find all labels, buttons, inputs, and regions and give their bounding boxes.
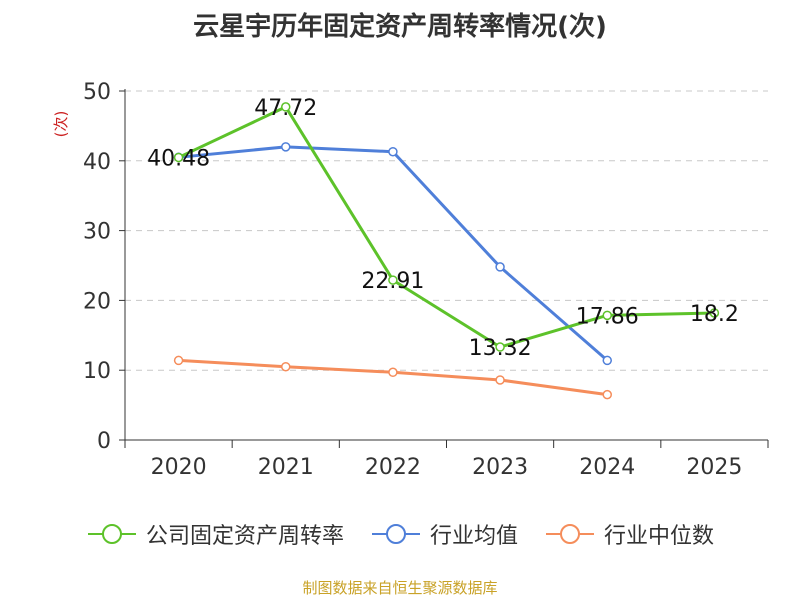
legend-marker-company	[87, 524, 136, 544]
data-label: 22.91	[361, 269, 424, 294]
y-tick-label: 10	[83, 359, 111, 384]
y-tick-label: 20	[83, 289, 111, 314]
data-point	[495, 375, 505, 385]
x-tick-label: 2023	[472, 455, 528, 480]
data-labels: 40.48 47.72 22.91 13.32 17.86 18.2	[147, 96, 739, 361]
data-point	[281, 361, 291, 372]
legend-label-industry-median: 行业中位数	[604, 524, 715, 549]
legend-item-company[interactable]: 公司固定资产周转率	[86, 518, 344, 550]
legend-label-company: 公司固定资产周转率	[145, 524, 344, 549]
y-tick-label: 40	[83, 150, 111, 175]
legend: 公司固定资产周转率 行业均值 行业中位数	[0, 518, 800, 550]
x-tick-label: 2025	[686, 455, 742, 480]
grid-lines	[125, 90, 768, 371]
data-point	[495, 342, 505, 352]
data-point	[709, 308, 720, 318]
data-point	[388, 146, 398, 157]
legend-marker-industry-mean	[371, 524, 420, 544]
series-line	[178, 145, 609, 362]
legend-label-industry-mean: 行业均值	[429, 524, 518, 549]
data-point	[602, 389, 612, 400]
data-point	[173, 355, 184, 366]
legend-item-industry-median[interactable]: 行业中位数	[544, 518, 714, 550]
legend-marker-industry-median	[546, 524, 594, 544]
data-point	[388, 275, 398, 285]
data-label: 40.48	[147, 146, 210, 171]
data-point	[281, 142, 291, 152]
y-tick-label: 0	[97, 429, 111, 454]
data-point	[602, 355, 612, 366]
data-point	[495, 262, 505, 272]
series-line	[177, 105, 715, 349]
y-tick-label: 50	[83, 80, 111, 105]
y-axis-label: (次)	[52, 111, 70, 138]
data-point	[173, 152, 184, 163]
chart-title: 云星宇历年固定资产周转率情况(次)	[193, 12, 607, 42]
data-label: 13.32	[469, 336, 532, 361]
x-tick-label: 2020	[151, 455, 207, 480]
series-layer	[173, 102, 720, 400]
x-tick-label: 2024	[579, 455, 635, 480]
legend-item-industry-mean[interactable]: 行业均值	[370, 518, 518, 550]
source-note: 制图数据来自恒生聚源数据库	[302, 579, 498, 597]
x-tick-label: 2021	[258, 455, 314, 480]
data-point	[281, 102, 291, 112]
data-label: 18.2	[690, 302, 739, 327]
data-point	[602, 310, 612, 321]
y-tick-label: 30	[83, 220, 111, 245]
axes: 0 10 20 30 40 50 2020 2021 2022 2023 2024 2025 (次)	[52, 80, 769, 480]
data-point	[388, 367, 398, 378]
data-label: 17.86	[576, 304, 639, 329]
data-label: 47.72	[254, 96, 317, 121]
x-tick-label: 2022	[365, 455, 421, 480]
series-line	[178, 358, 608, 397]
